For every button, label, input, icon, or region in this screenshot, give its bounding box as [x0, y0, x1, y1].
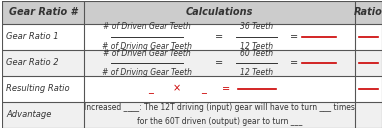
- Text: Advantage: Advantage: [6, 110, 52, 119]
- Text: 12 Teeth: 12 Teeth: [240, 42, 273, 51]
- Text: Gear Ratio 1: Gear Ratio 1: [6, 32, 59, 41]
- Text: =: =: [291, 58, 299, 68]
- Text: # of Driven Gear Teeth: # of Driven Gear Teeth: [103, 49, 191, 58]
- Text: # of Driving Gear Teeth: # of Driving Gear Teeth: [102, 68, 192, 77]
- Text: Ratio: Ratio: [354, 7, 383, 17]
- Bar: [2, 24, 382, 50]
- Text: 60 Teeth: 60 Teeth: [240, 49, 273, 58]
- Text: =: =: [215, 32, 223, 42]
- Text: 12 Teeth: 12 Teeth: [240, 68, 273, 77]
- Bar: [2, 102, 382, 128]
- Bar: [2, 1, 382, 24]
- Text: =: =: [215, 58, 223, 68]
- Text: _: _: [201, 84, 206, 94]
- Text: Gear Ratio #: Gear Ratio #: [9, 7, 77, 17]
- Text: =: =: [222, 84, 230, 94]
- Bar: [2, 50, 382, 76]
- Text: 36 Teeth: 36 Teeth: [240, 22, 273, 31]
- Text: # of Driven Gear Teeth: # of Driven Gear Teeth: [103, 22, 191, 31]
- Text: ×: ×: [173, 84, 181, 94]
- Text: Gear Ratio 2: Gear Ratio 2: [6, 58, 59, 67]
- Text: for the 60T driven (output) gear to turn ___: for the 60T driven (output) gear to turn…: [137, 117, 302, 126]
- Text: Increased ____: The 12T driving (input) gear will have to turn ___ times: Increased ____: The 12T driving (input) …: [84, 103, 355, 112]
- Text: =: =: [291, 32, 299, 42]
- Text: Calculations: Calculations: [186, 7, 253, 17]
- Bar: [2, 76, 382, 102]
- Text: _: _: [148, 84, 153, 94]
- Text: # of Driving Gear Teeth: # of Driving Gear Teeth: [102, 42, 192, 51]
- Text: Resulting Ratio: Resulting Ratio: [6, 84, 70, 93]
